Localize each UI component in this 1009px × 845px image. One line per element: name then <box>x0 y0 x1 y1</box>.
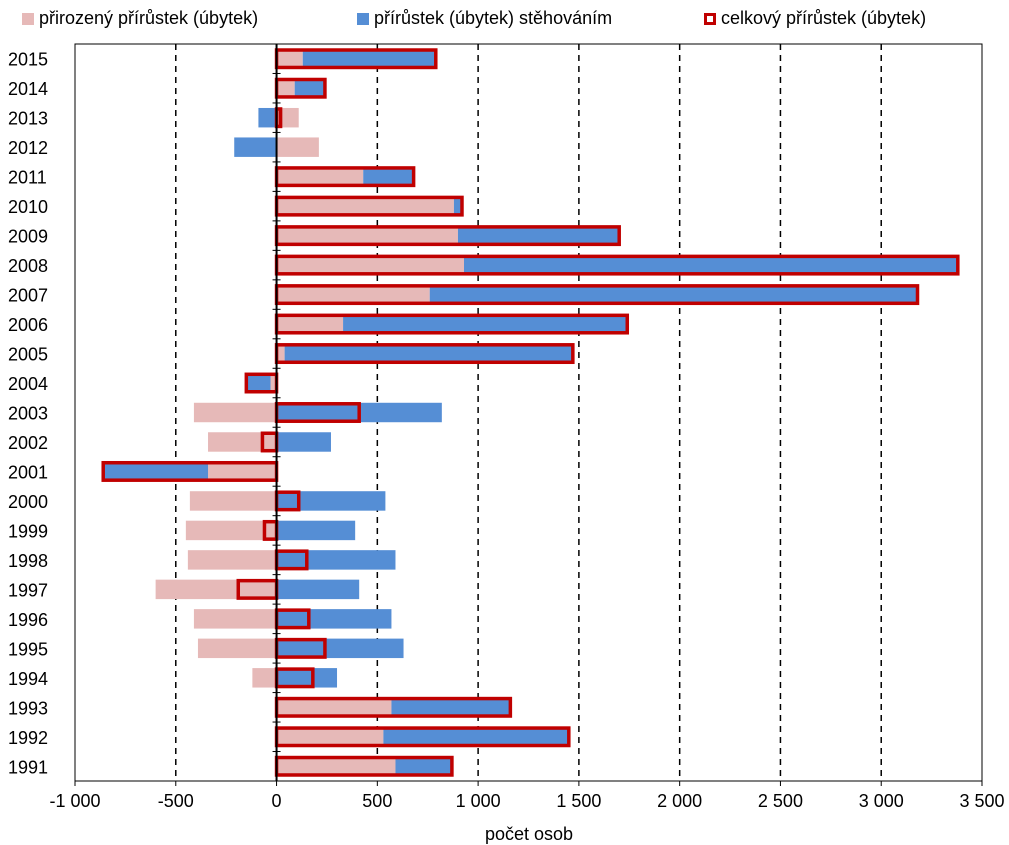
y-tick-label: 2000 <box>8 492 48 512</box>
legend-label-total: celkový přírůstek (úbytek) <box>721 8 927 28</box>
x-tick-label: 1 000 <box>456 791 501 811</box>
bar-natural <box>208 432 277 452</box>
legend-label-migration: přírůstek (úbytek) stěhováním <box>374 8 613 28</box>
bar-migration <box>395 756 452 776</box>
bar-natural <box>276 756 396 776</box>
bar-migration <box>302 49 436 69</box>
bar-migration <box>276 432 331 452</box>
y-tick-label: 1998 <box>8 551 48 571</box>
bar-migration <box>391 697 511 718</box>
y-tick-label: 2015 <box>8 50 48 70</box>
y-tick-label: 2014 <box>8 79 48 99</box>
bar-migration <box>276 520 356 541</box>
x-tick-label: 3 500 <box>959 791 1004 811</box>
y-tick-label: 2013 <box>8 109 48 129</box>
y-tick-label: 1993 <box>8 698 48 718</box>
y-tick-label: 2010 <box>8 197 48 217</box>
bar-natural <box>193 402 277 423</box>
y-tick-label: 1991 <box>8 757 48 777</box>
y-tick-label: 2008 <box>8 256 48 276</box>
bar-migration <box>294 78 325 98</box>
bar-natural <box>197 638 277 659</box>
legend-label-natural: přirozený přírůstek (úbytek) <box>39 8 259 28</box>
legend-swatch-total <box>704 12 716 25</box>
x-tick-label: -500 <box>158 791 194 811</box>
y-tick-label: 1994 <box>8 669 48 689</box>
bar-natural <box>270 373 277 393</box>
bar-natural <box>276 255 465 275</box>
bar-migration <box>103 461 209 482</box>
x-tick-label: 500 <box>362 791 392 811</box>
x-tick-label: 3 000 <box>859 791 904 811</box>
bar-migration <box>276 491 386 511</box>
y-tick-label: 1992 <box>8 728 48 748</box>
x-tick-label: 1 500 <box>556 791 601 811</box>
bar-natural <box>276 284 430 305</box>
bar-migration <box>457 225 620 246</box>
legend-item-migration: přírůstek (úbytek) stěhováním <box>357 8 612 29</box>
bar-natural <box>276 343 285 364</box>
bar-migration <box>363 166 414 187</box>
bar-migration <box>276 609 392 629</box>
axes-group: -1 000 -500 0 500 1 000 1 500 2 000 2 500 3 000 3… <box>8 43 1005 811</box>
bar-natural <box>193 609 277 629</box>
x-tick-label: -1 000 <box>49 791 100 811</box>
bar-migration <box>343 314 628 334</box>
bar-natural <box>252 668 277 688</box>
bar-natural <box>208 461 277 482</box>
y-tick-label: 1997 <box>8 580 48 600</box>
bar-natural <box>276 78 295 98</box>
bar-natural <box>276 314 344 334</box>
bar-migration <box>276 638 404 659</box>
bar-migration <box>276 550 396 570</box>
bar-natural <box>276 225 458 246</box>
bar-migration <box>246 373 271 393</box>
y-tick-label: 1996 <box>8 610 48 630</box>
legend-swatch-natural <box>22 12 34 25</box>
y-tick-label: 1995 <box>8 639 48 659</box>
y-tick-label: 1999 <box>8 521 48 541</box>
bar-natural <box>185 520 277 541</box>
bar-migration <box>383 727 569 747</box>
bar-migration <box>276 579 360 600</box>
bar-migration <box>234 137 277 157</box>
bar-migration <box>429 284 918 305</box>
legend-item-natural: přirozený přírůstek (úbytek) <box>22 8 258 29</box>
bar-natural <box>276 196 454 216</box>
bar-migration <box>464 255 958 275</box>
y-tick-label: 2011 <box>8 168 47 188</box>
y-tick-label: 2012 <box>8 138 48 158</box>
bar-natural <box>276 697 392 718</box>
plot-frame <box>74 43 983 782</box>
y-tick-label: 2004 <box>8 374 48 394</box>
y-tick-label: 2003 <box>8 404 48 424</box>
x-tick-label: 2 500 <box>758 791 803 811</box>
bar-natural <box>187 550 277 570</box>
bar-migration <box>258 107 277 128</box>
chart-legend: přirozený přírůstek (úbytek) přírůstek (… <box>0 8 1009 34</box>
y-tick-label: 2005 <box>8 345 48 365</box>
bar-natural <box>189 491 277 511</box>
bar-migration <box>284 343 573 364</box>
bar-migration <box>453 196 462 216</box>
bar-natural <box>155 579 277 600</box>
legend-item-total: celkový přírůstek (úbytek) <box>704 8 926 29</box>
bar-natural <box>276 49 303 69</box>
bar-natural <box>276 137 319 157</box>
bar-migration <box>276 668 338 688</box>
bar-natural <box>276 166 364 187</box>
legend-swatch-migration <box>357 12 369 25</box>
y-tick-label: 2007 <box>8 286 48 306</box>
x-tick-label: 2 000 <box>657 791 702 811</box>
bar-natural <box>276 727 384 747</box>
y-tick-label: 2002 <box>8 433 48 453</box>
y-tick-label: 2001 <box>8 462 48 482</box>
y-tick-label: 2006 <box>8 315 48 335</box>
x-axis-label: počet osob <box>485 824 573 844</box>
y-tick-label: 2009 <box>8 227 48 247</box>
x-tick-label: 0 <box>272 791 282 811</box>
bars-group <box>101 48 960 777</box>
